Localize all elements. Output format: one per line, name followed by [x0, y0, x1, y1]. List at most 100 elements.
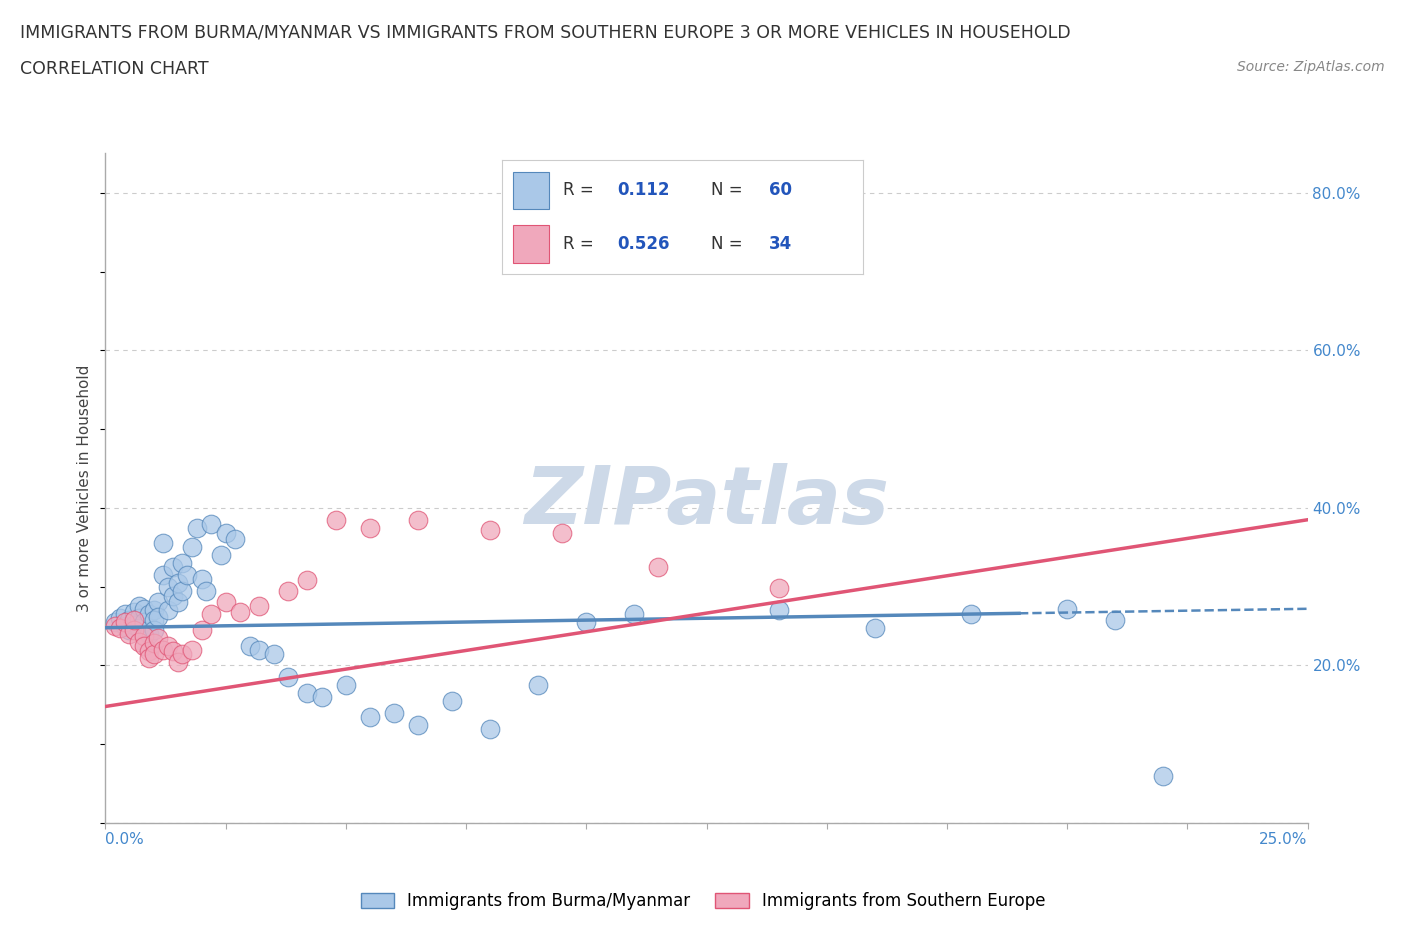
Point: [132, 615, 155, 630]
Text: IMMIGRANTS FROM BURMA/MYANMAR VS IMMIGRANTS FROM SOUTHERN EUROPE 3 OR MORE VEHIC: IMMIGRANTS FROM BURMA/MYANMAR VS IMMIGRA…: [20, 23, 1070, 41]
Text: ZIPatlas: ZIPatlas: [524, 462, 889, 540]
Point: [124, 618, 146, 632]
Point: [108, 611, 131, 626]
Y-axis label: 3 or more Vehicles in Household: 3 or more Vehicles in Household: [77, 365, 93, 612]
Point: [768, 581, 790, 596]
Point: [200, 516, 222, 531]
Point: [406, 512, 429, 527]
Point: [200, 607, 222, 622]
Point: [229, 604, 252, 619]
Point: [124, 622, 146, 637]
Point: [156, 638, 179, 653]
Point: [406, 717, 429, 732]
Point: [128, 634, 150, 649]
Point: [172, 646, 194, 661]
Point: [162, 560, 184, 575]
Point: [138, 627, 160, 642]
Point: [142, 612, 165, 627]
Point: [551, 525, 574, 540]
Point: [166, 576, 188, 591]
Point: [124, 604, 146, 619]
Point: [128, 611, 150, 626]
Point: [239, 638, 262, 653]
Point: [190, 571, 212, 586]
Point: [128, 620, 150, 635]
Point: [263, 646, 285, 661]
Point: [104, 618, 127, 633]
Text: 25.0%: 25.0%: [1260, 832, 1308, 847]
Point: [114, 607, 136, 622]
Text: CORRELATION CHART: CORRELATION CHART: [20, 60, 208, 78]
Point: [138, 607, 160, 622]
Legend: Immigrants from Burma/Myanmar, Immigrants from Southern Europe: Immigrants from Burma/Myanmar, Immigrant…: [354, 885, 1052, 917]
Point: [176, 567, 198, 582]
Point: [162, 589, 184, 604]
Point: [166, 595, 188, 610]
Point: [172, 555, 194, 570]
Point: [104, 615, 127, 630]
Point: [142, 636, 165, 651]
Point: [148, 631, 170, 645]
Point: [172, 583, 194, 598]
Point: [768, 603, 790, 618]
Point: [479, 523, 502, 538]
Point: [142, 646, 165, 661]
Point: [156, 603, 179, 618]
Point: [297, 573, 319, 588]
Point: [148, 609, 170, 624]
Point: [527, 678, 550, 693]
Point: [247, 599, 270, 614]
Point: [142, 622, 165, 637]
Point: [124, 612, 146, 627]
Point: [138, 650, 160, 665]
Point: [142, 603, 165, 618]
Point: [209, 548, 232, 563]
Point: [152, 643, 174, 658]
Point: [108, 620, 131, 635]
Point: [277, 583, 299, 598]
Point: [479, 721, 502, 736]
Point: [166, 654, 188, 669]
Point: [132, 602, 155, 617]
Point: [382, 705, 405, 720]
Point: [214, 525, 236, 540]
Point: [1104, 612, 1126, 627]
Point: [863, 620, 886, 635]
Point: [359, 710, 381, 724]
Point: [152, 567, 174, 582]
Point: [195, 583, 218, 598]
Point: [297, 685, 319, 700]
Point: [575, 615, 598, 630]
Point: [152, 536, 174, 551]
Point: [132, 628, 155, 643]
Point: [132, 638, 155, 653]
Text: 0.0%: 0.0%: [105, 832, 145, 847]
Point: [647, 560, 669, 575]
Point: [359, 520, 381, 535]
Point: [224, 532, 246, 547]
Point: [128, 599, 150, 614]
Point: [162, 644, 184, 658]
Point: [186, 520, 208, 535]
Point: [118, 622, 141, 637]
Point: [118, 627, 141, 642]
Point: [277, 670, 299, 684]
Text: Source: ZipAtlas.com: Source: ZipAtlas.com: [1237, 60, 1385, 74]
Point: [114, 618, 136, 633]
Point: [311, 689, 333, 704]
Point: [960, 607, 983, 622]
Point: [181, 643, 204, 658]
Point: [440, 694, 463, 709]
Point: [325, 512, 347, 527]
Point: [247, 643, 270, 658]
Point: [214, 595, 236, 610]
Point: [181, 540, 204, 555]
Point: [156, 579, 179, 594]
Point: [190, 622, 212, 637]
Point: [1056, 602, 1078, 617]
Point: [114, 615, 136, 630]
Point: [138, 644, 160, 658]
Point: [118, 612, 141, 627]
Point: [623, 607, 645, 622]
Point: [335, 678, 357, 693]
